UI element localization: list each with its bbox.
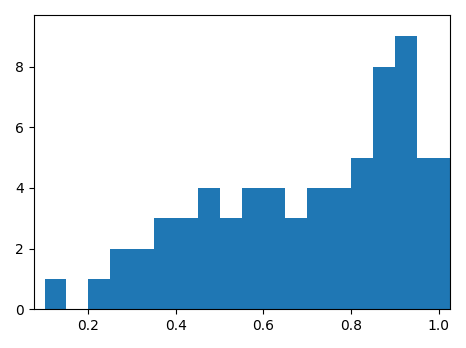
Bar bbox=[373, 66, 395, 309]
Bar bbox=[154, 218, 198, 309]
Bar bbox=[351, 158, 373, 309]
Bar bbox=[417, 158, 460, 309]
Bar bbox=[219, 218, 241, 309]
Bar bbox=[89, 279, 110, 309]
Bar bbox=[417, 218, 439, 309]
Bar bbox=[395, 36, 417, 309]
Bar bbox=[45, 279, 67, 309]
Bar bbox=[263, 188, 285, 309]
Bar bbox=[285, 218, 307, 309]
Bar bbox=[307, 188, 329, 309]
Bar bbox=[198, 188, 219, 309]
Bar bbox=[329, 188, 351, 309]
Bar bbox=[110, 248, 154, 309]
Bar bbox=[241, 188, 263, 309]
